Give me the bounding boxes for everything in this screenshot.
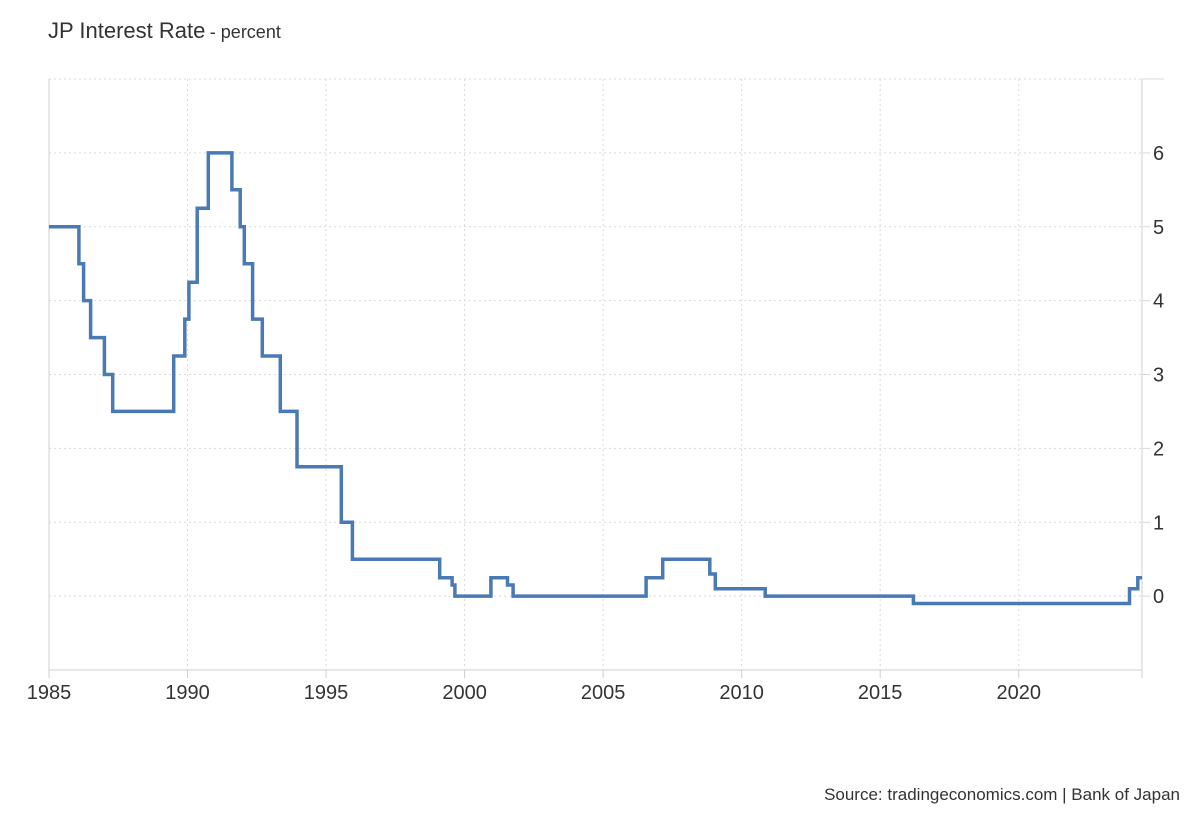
x-tick-label: 2015 bbox=[858, 682, 903, 704]
x-tick-label: 2010 bbox=[719, 682, 764, 704]
chart-source: Source: tradingeconomics.com | Bank of J… bbox=[824, 785, 1180, 804]
y-tick-label: 6 bbox=[1153, 143, 1164, 165]
y-tick-label: 0 bbox=[1153, 586, 1164, 608]
y-tick-label: 3 bbox=[1153, 365, 1164, 387]
y-tick-label: 4 bbox=[1153, 291, 1164, 313]
grid-lines bbox=[49, 78, 1142, 670]
chart-title: JP Interest Rate bbox=[48, 18, 206, 43]
y-tick-label: 1 bbox=[1153, 512, 1164, 534]
x-tick-label: 1985 bbox=[27, 682, 72, 704]
tick-labels: 0 1 2 3 4 5 6 1985 1990 1995 2000 2005 2010 2015 2020 bbox=[27, 143, 1164, 704]
chart-unit-label: - percent bbox=[209, 22, 281, 42]
interest-rate-series-line bbox=[49, 151, 1142, 606]
x-tick-label: 1995 bbox=[304, 682, 349, 704]
axes bbox=[48, 78, 1164, 678]
x-tick-label: 1990 bbox=[165, 682, 210, 704]
x-tick-label: 2000 bbox=[442, 682, 487, 704]
x-tick-label: 2020 bbox=[996, 682, 1041, 704]
y-tick-label: 2 bbox=[1153, 438, 1164, 460]
y-tick-label: 5 bbox=[1153, 217, 1164, 239]
series-layer bbox=[49, 151, 1142, 606]
chart-header: JP Interest Rate - percent bbox=[48, 18, 281, 44]
x-tick-label: 2005 bbox=[581, 682, 626, 704]
